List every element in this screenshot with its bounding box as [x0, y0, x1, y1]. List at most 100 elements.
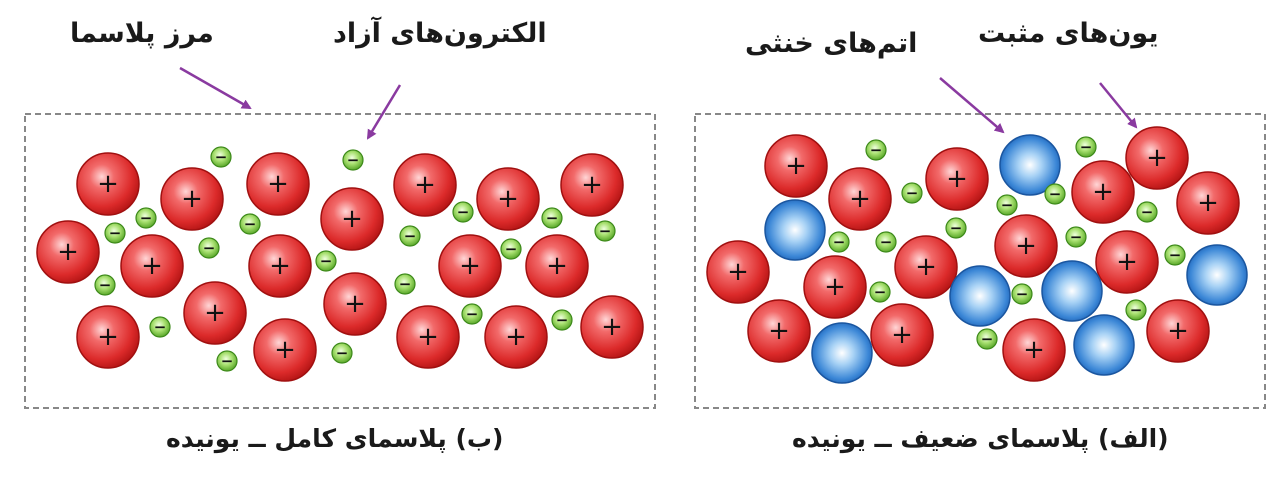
neutral-atom: [1186, 244, 1248, 306]
plus-sign: +: [946, 164, 968, 194]
free-electron: −: [1044, 183, 1066, 205]
plus-sign: +: [97, 169, 119, 199]
positive-ion: +: [560, 153, 624, 217]
free-electron: −: [945, 217, 967, 239]
positive-ion: +: [870, 303, 934, 367]
neutral-atom: [1073, 314, 1135, 376]
plus-sign: +: [341, 204, 363, 234]
free-electron: −: [210, 146, 232, 168]
minus-sign: −: [1141, 203, 1154, 221]
minus-sign: −: [154, 318, 167, 336]
positive-ion: +: [438, 234, 502, 298]
minus-sign: −: [457, 203, 470, 221]
plus-sign: +: [97, 322, 119, 352]
neutral-atom: [764, 199, 826, 261]
minus-sign: −: [336, 344, 349, 362]
free-electron: −: [104, 222, 126, 244]
boundary-arrow: [179, 66, 252, 110]
positive-ion: +: [1002, 318, 1066, 382]
plus-sign: +: [274, 335, 296, 365]
minus-sign: −: [1080, 138, 1093, 156]
free-electron: −: [541, 207, 563, 229]
minus-sign: −: [347, 151, 360, 169]
minus-sign: −: [203, 239, 216, 257]
positive-ion: +: [476, 167, 540, 231]
plus-sign: +: [204, 298, 226, 328]
free-electron: −: [828, 231, 850, 253]
minus-sign: −: [906, 184, 919, 202]
caption-fully-ionized: (ب) پلاسمای کامل ــ یونیده: [166, 424, 504, 453]
plus-sign: +: [414, 170, 436, 200]
plus-sign: +: [57, 237, 79, 267]
positive-ion: +: [248, 234, 312, 298]
minus-sign: −: [833, 233, 846, 251]
free-electron: −: [1075, 136, 1097, 158]
free-electron: −: [976, 328, 998, 350]
minus-sign: −: [981, 330, 994, 348]
plus-sign: +: [915, 252, 937, 282]
free-electron: −: [1065, 226, 1087, 248]
free-electron: −: [1136, 201, 1158, 223]
positive-ions-label: یون‌های مثبت: [978, 18, 1159, 49]
plus-sign: +: [581, 170, 603, 200]
positive-ion: +: [1176, 171, 1240, 235]
minus-sign: −: [1070, 228, 1083, 246]
plus-sign: +: [141, 251, 163, 281]
plus-sign: +: [727, 257, 749, 287]
free-electron: −: [239, 213, 261, 235]
minus-sign: −: [244, 215, 257, 233]
minus-sign: −: [99, 276, 112, 294]
positive-ion: +: [1146, 299, 1210, 363]
minus-sign: −: [880, 233, 893, 251]
positive-ion: +: [525, 234, 589, 298]
free-electron: −: [500, 238, 522, 260]
free-electron: −: [198, 237, 220, 259]
positive-ion: +: [1095, 230, 1159, 294]
minus-sign: −: [556, 311, 569, 329]
minus-sign: −: [870, 141, 883, 159]
free-electron: −: [452, 201, 474, 223]
plus-sign: +: [824, 272, 846, 302]
plus-sign: +: [269, 251, 291, 281]
free-electron: −: [875, 231, 897, 253]
plus-sign: +: [1167, 316, 1189, 346]
plus-sign: +: [546, 251, 568, 281]
plus-sign: +: [1146, 143, 1168, 173]
positive-ion: +: [76, 152, 140, 216]
positive-ion: +: [706, 240, 770, 304]
positive-ion: +: [484, 305, 548, 369]
free-electron: −: [901, 182, 923, 204]
positive-ion: +: [120, 234, 184, 298]
positive-ion-arrow: [1099, 82, 1138, 129]
positive-ion: +: [580, 295, 644, 359]
positive-ion: +: [160, 167, 224, 231]
minus-sign: −: [546, 209, 559, 227]
free-electron: −: [216, 350, 238, 372]
minus-sign: −: [215, 148, 228, 166]
positive-ion: +: [1071, 160, 1135, 224]
free-electron: −: [996, 194, 1018, 216]
plus-sign: +: [505, 322, 527, 352]
free-electron: −: [149, 316, 171, 338]
caption-weakly-ionized: (الف) پلاسمای ضعیف ــ یونیده: [792, 424, 1169, 453]
minus-sign: −: [320, 252, 333, 270]
plus-sign: +: [459, 251, 481, 281]
positive-ion: +: [323, 272, 387, 336]
free-electron: −: [399, 225, 421, 247]
free-electrons-label: الکترون‌های آزاد: [333, 18, 547, 49]
plus-sign: +: [267, 169, 289, 199]
positive-ion: +: [320, 187, 384, 251]
plus-sign: +: [181, 184, 203, 214]
minus-sign: −: [466, 305, 479, 323]
plus-sign: +: [417, 322, 439, 352]
minus-sign: −: [505, 240, 518, 258]
plus-sign: +: [601, 312, 623, 342]
plus-sign: +: [344, 289, 366, 319]
positive-ion: +: [894, 235, 958, 299]
free-electron: −: [1164, 244, 1186, 266]
left-plasma-boundary: [24, 113, 656, 409]
positive-ion: +: [764, 134, 828, 198]
neutral-atom: [1041, 260, 1103, 322]
minus-sign: −: [1169, 246, 1182, 264]
